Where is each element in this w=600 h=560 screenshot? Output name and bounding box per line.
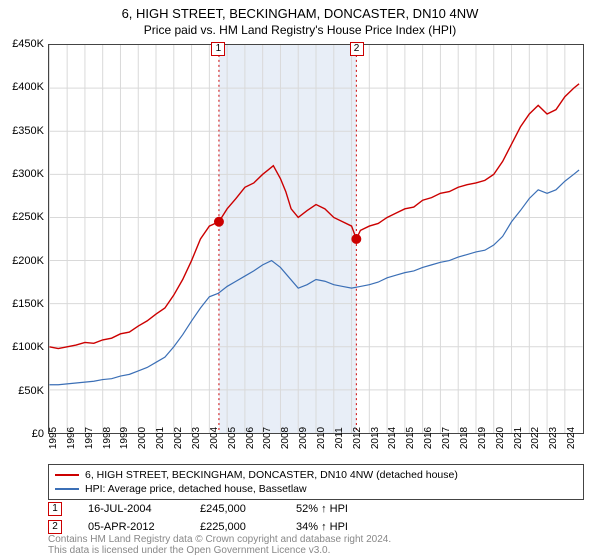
x-tick-label: 2023 xyxy=(548,427,559,449)
x-tick-label: 1997 xyxy=(84,427,95,449)
sale-row-2: 2 05-APR-2012 £225,000 34% ↑ HPI xyxy=(48,520,348,534)
y-tick-label: £350K xyxy=(12,125,44,137)
x-tick-label: 2021 xyxy=(513,427,524,449)
legend-row-2: HPI: Average price, detached house, Bass… xyxy=(55,482,577,496)
x-tick-label: 2013 xyxy=(370,427,381,449)
sale-marker-1: 1 xyxy=(48,502,62,516)
y-tick-label: £0 xyxy=(32,428,44,440)
sale-price-2: £225,000 xyxy=(200,521,270,533)
legend: 6, HIGH STREET, BECKINGHAM, DONCASTER, D… xyxy=(48,464,584,500)
x-tick-label: 2016 xyxy=(423,427,434,449)
chart-subtitle: Price paid vs. HM Land Registry's House … xyxy=(0,23,600,37)
x-tick-label: 2024 xyxy=(566,427,577,449)
x-tick-label: 2002 xyxy=(173,427,184,449)
x-tick-label: 2001 xyxy=(155,427,166,449)
x-tick-label: 2009 xyxy=(298,427,309,449)
x-tick-label: 1996 xyxy=(66,427,77,449)
x-tick-label: 2004 xyxy=(209,427,220,449)
x-tick-label: 2014 xyxy=(387,427,398,449)
x-tick-label: 2006 xyxy=(245,427,256,449)
sale-marker-2: 2 xyxy=(48,520,62,534)
x-tick-label: 2008 xyxy=(280,427,291,449)
chart-title: 6, HIGH STREET, BECKINGHAM, DONCASTER, D… xyxy=(0,6,600,21)
sale-date-1: 16-JUL-2004 xyxy=(88,503,174,515)
x-tick-label: 2003 xyxy=(191,427,202,449)
chart-container: 6, HIGH STREET, BECKINGHAM, DONCASTER, D… xyxy=(0,0,600,560)
x-tick-label: 2011 xyxy=(334,427,345,449)
y-tick-label: £50K xyxy=(18,385,44,397)
y-tick-label: £300K xyxy=(12,168,44,180)
y-tick-label: £100K xyxy=(12,341,44,353)
x-tick-label: 2012 xyxy=(352,427,363,449)
chart-marker-label: 2 xyxy=(350,42,364,56)
chart-area: £0£50K£100K£150K£200K£250K£300K£350K£400… xyxy=(48,44,584,434)
x-tick-label: 1995 xyxy=(48,427,59,449)
y-tick-label: £450K xyxy=(12,38,44,50)
x-tick-label: 2015 xyxy=(405,427,416,449)
sale-date-2: 05-APR-2012 xyxy=(88,521,174,533)
y-tick-label: £250K xyxy=(12,211,44,223)
x-tick-label: 2017 xyxy=(441,427,452,449)
legend-swatch-price xyxy=(55,474,79,476)
x-tick-label: 2010 xyxy=(316,427,327,449)
x-tick-label: 2018 xyxy=(459,427,470,449)
x-tick-label: 2020 xyxy=(495,427,506,449)
x-tick-label: 1999 xyxy=(119,427,130,449)
y-tick-label: £200K xyxy=(12,255,44,267)
y-tick-label: £150K xyxy=(12,298,44,310)
legend-swatch-hpi xyxy=(55,488,79,490)
legend-label-hpi: HPI: Average price, detached house, Bass… xyxy=(85,483,307,495)
x-tick-label: 2019 xyxy=(477,427,488,449)
x-tick-label: 2005 xyxy=(227,427,238,449)
sale-price-1: £245,000 xyxy=(200,503,270,515)
legend-row-1: 6, HIGH STREET, BECKINGHAM, DONCASTER, D… xyxy=(55,468,577,482)
legend-label-price: 6, HIGH STREET, BECKINGHAM, DONCASTER, D… xyxy=(85,469,458,481)
credit-text: Contains HM Land Registry data © Crown c… xyxy=(48,534,391,556)
plot-svg xyxy=(48,44,584,434)
sale-row-1: 1 16-JUL-2004 £245,000 52% ↑ HPI xyxy=(48,502,348,516)
x-tick-label: 2007 xyxy=(262,427,273,449)
y-tick-label: £400K xyxy=(12,81,44,93)
x-tick-label: 2022 xyxy=(530,427,541,449)
title-area: 6, HIGH STREET, BECKINGHAM, DONCASTER, D… xyxy=(0,0,600,37)
sale-pct-2: 34% ↑ HPI xyxy=(296,521,348,533)
x-tick-label: 1998 xyxy=(102,427,113,449)
chart-marker-label: 1 xyxy=(211,42,225,56)
x-tick-label: 2000 xyxy=(137,427,148,449)
sale-pct-1: 52% ↑ HPI xyxy=(296,503,348,515)
